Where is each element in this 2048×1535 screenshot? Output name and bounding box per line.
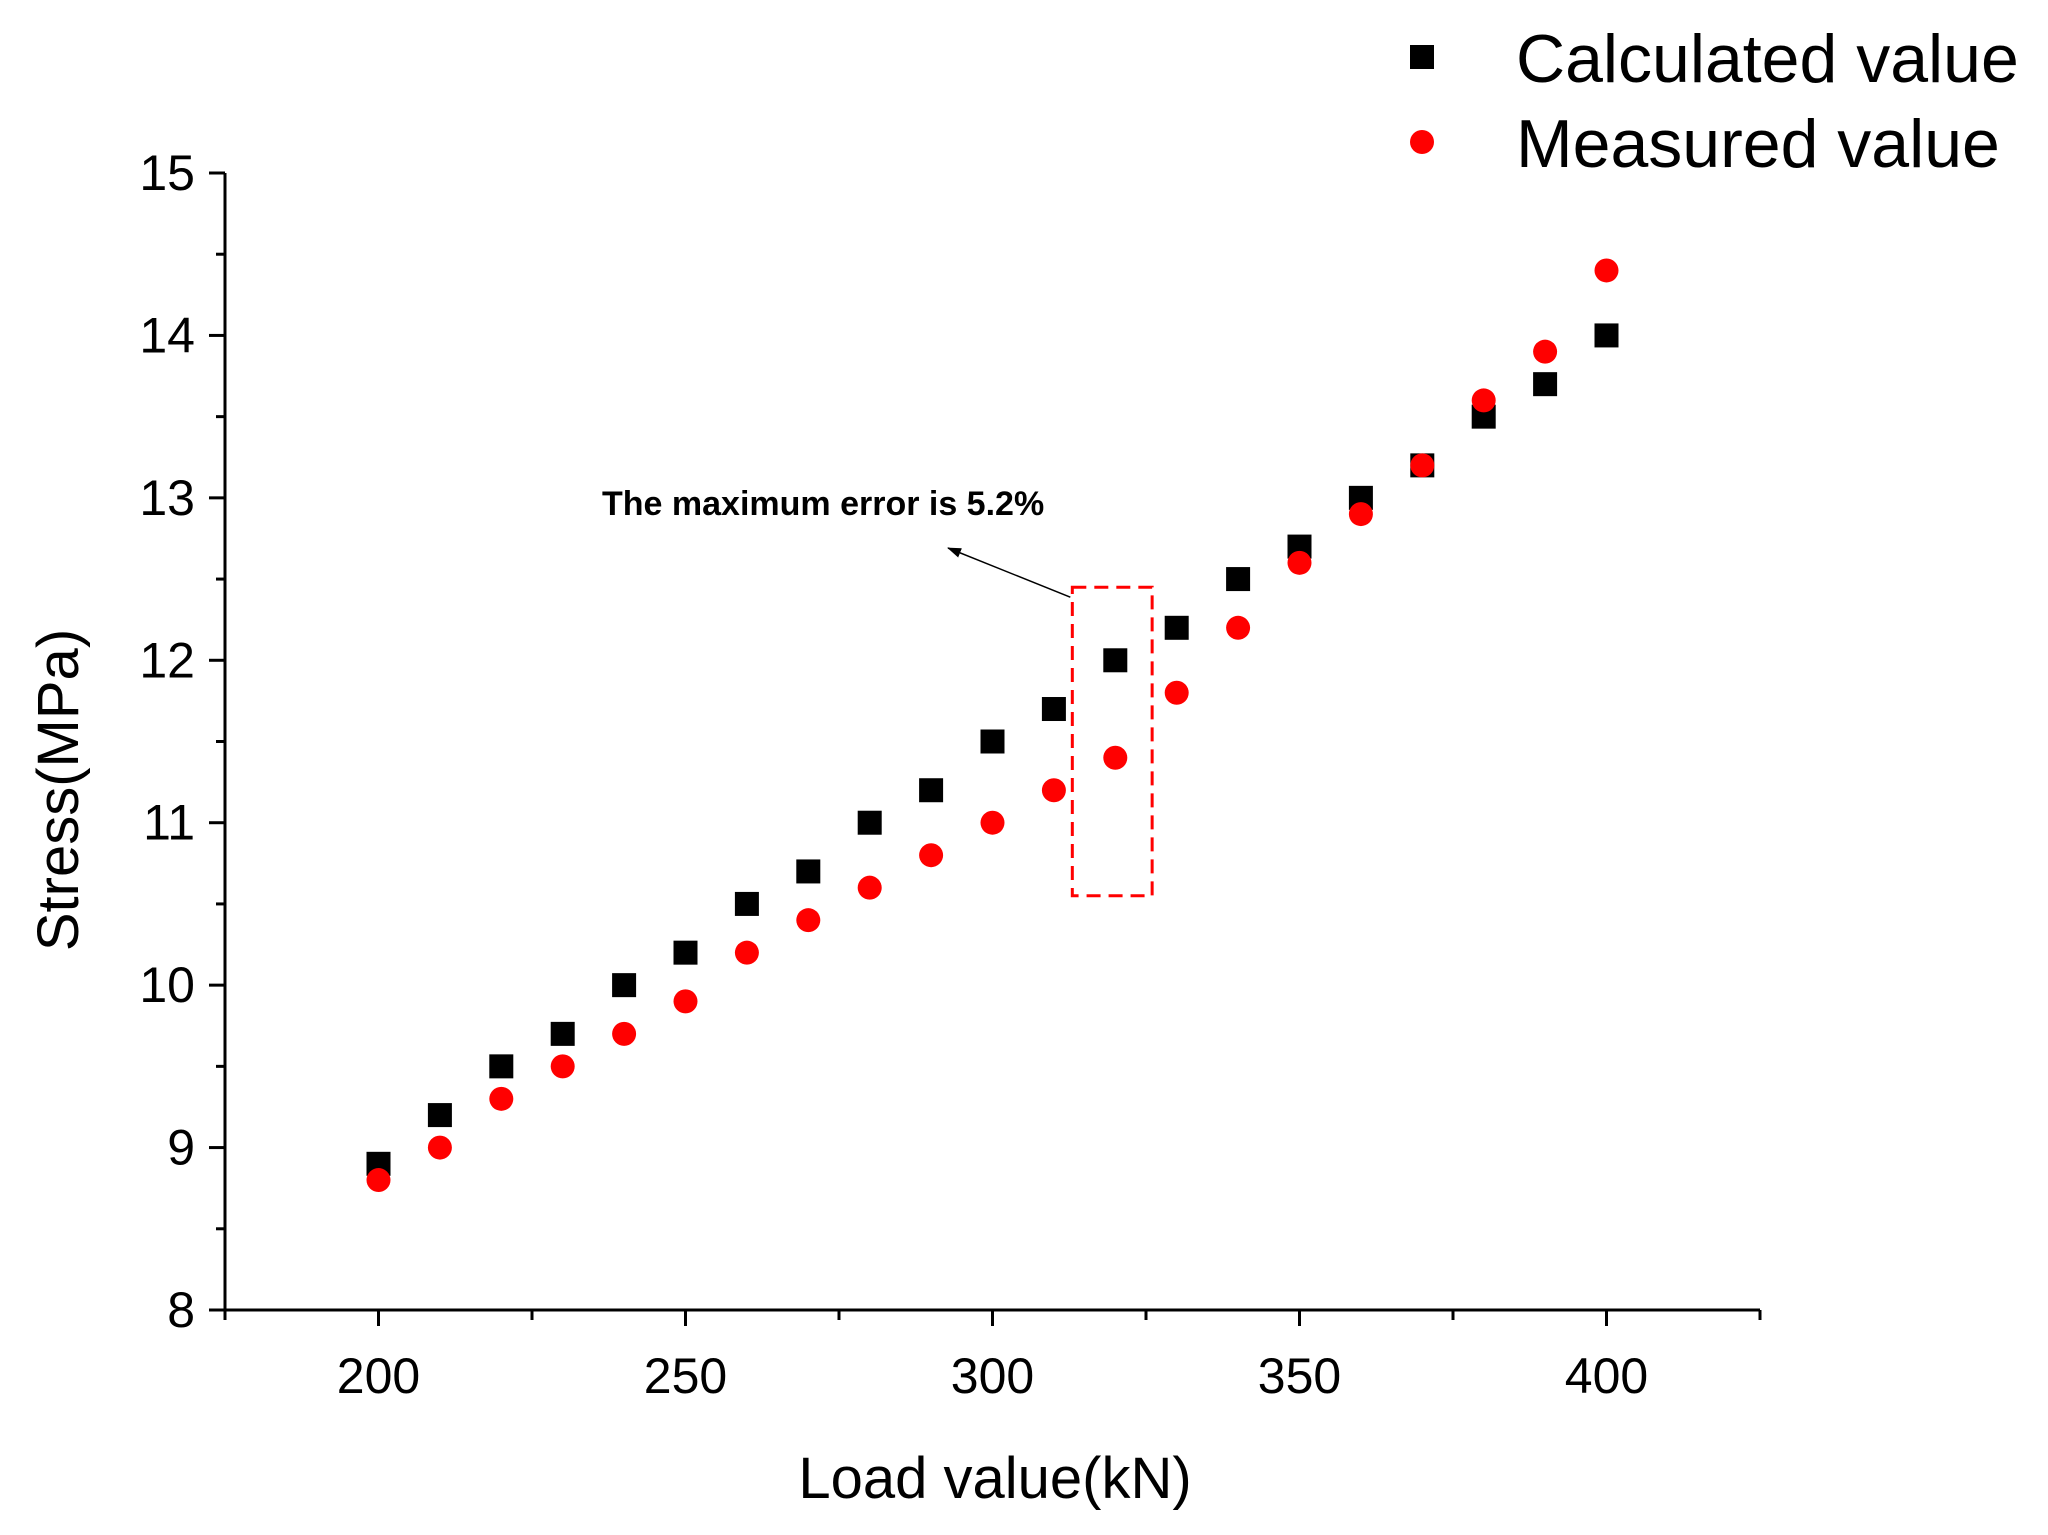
calculated-point	[857, 810, 882, 835]
measured-point	[1348, 502, 1373, 527]
calculated-point	[1533, 372, 1558, 397]
measured-point	[1410, 453, 1435, 478]
y-axis-title: Stress(MPa)	[26, 629, 91, 951]
legend-label: Measured value	[1516, 106, 2000, 182]
calculated-point	[1594, 323, 1619, 348]
x-tick-label: 350	[1258, 1348, 1341, 1404]
x-axis-title: Load value(kN)	[798, 1446, 1191, 1511]
legend-square-marker	[1410, 45, 1434, 69]
x-ticks: 200 250 300 350 400	[223, 1310, 1762, 1404]
calculated-point	[1226, 567, 1251, 592]
x-tick-label: 400	[1565, 1348, 1648, 1404]
calculated-point	[919, 778, 944, 803]
y-tick-label: 14	[139, 307, 195, 363]
x-tick-label: 300	[951, 1348, 1034, 1404]
calculated-point	[1041, 697, 1066, 722]
measured-point	[427, 1135, 452, 1160]
max-error-highlight-box	[1070, 585, 1154, 898]
y-tick-label: 13	[139, 470, 195, 526]
y-tick-label: 12	[139, 632, 195, 688]
y-tick-label: 15	[139, 145, 195, 201]
axes: 8 9 10 11 12 13 14 15 200 250 300 350 400	[139, 145, 1762, 1404]
calculated-point	[980, 729, 1005, 754]
x-tick-label: 250	[644, 1348, 727, 1404]
measured-point	[857, 875, 882, 900]
calculated-point	[1164, 615, 1189, 640]
calculated-point	[550, 1021, 575, 1046]
measured-point	[1287, 550, 1312, 575]
x-tick-label: 200	[337, 1348, 420, 1404]
calculated-point	[673, 940, 698, 965]
measured-point	[489, 1086, 514, 1111]
legend-item-calculated: Calculated value	[1410, 21, 2019, 97]
calculated-point	[489, 1054, 514, 1079]
y-tick-label: 11	[143, 795, 195, 851]
calculated-point	[612, 973, 637, 998]
legend: Calculated value Measured value	[1410, 21, 2019, 182]
measured-point	[734, 940, 759, 965]
series-calculated	[366, 323, 1619, 1176]
annotation: The maximum error is 5.2%	[602, 485, 1154, 898]
calculated-point	[1103, 648, 1128, 673]
measured-point	[550, 1054, 575, 1079]
data-points	[366, 258, 1619, 1193]
measured-point	[1226, 615, 1251, 640]
calculated-point	[427, 1103, 452, 1128]
calculated-point	[734, 891, 759, 916]
measured-point	[919, 843, 944, 868]
y-tick-label: 8	[167, 1282, 195, 1338]
measured-point	[1103, 745, 1128, 770]
legend-item-measured: Measured value	[1410, 106, 2000, 182]
measured-point	[366, 1168, 391, 1193]
measured-point	[1594, 258, 1619, 283]
measured-point	[796, 908, 821, 933]
legend-circle-marker	[1410, 130, 1434, 154]
y-ticks: 8 9 10 11 12 13 14 15	[139, 145, 225, 1338]
y-tick-label: 10	[139, 957, 195, 1013]
annotation-text: The maximum error is 5.2%	[602, 485, 1044, 523]
calculated-point	[796, 859, 821, 884]
measured-point	[673, 989, 698, 1014]
legend-label: Calculated value	[1516, 21, 2019, 97]
y-tick-label: 9	[167, 1120, 195, 1176]
measured-point	[612, 1021, 637, 1046]
measured-point	[1471, 388, 1496, 413]
measured-point	[1041, 778, 1066, 803]
annotation-arrow	[947, 547, 1071, 598]
series-measured	[366, 258, 1619, 1193]
measured-point	[980, 810, 1005, 835]
measured-point	[1164, 680, 1189, 705]
measured-point	[1533, 339, 1558, 364]
